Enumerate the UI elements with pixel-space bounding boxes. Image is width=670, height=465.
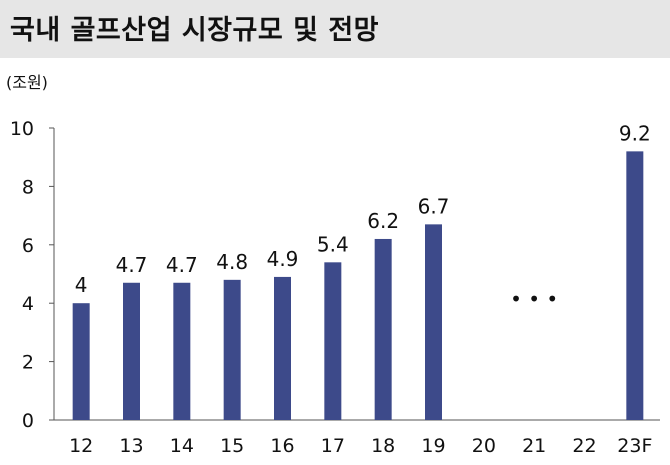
chart-title: 국내 골프산업 시장규모 및 전망 [10, 15, 380, 46]
bar-13 [123, 282, 140, 420]
x-tick-label: 16 [270, 435, 294, 457]
x-tick-label: 18 [371, 435, 395, 457]
bar-19 [425, 224, 442, 420]
x-ticks: 12 13 14 15 16 17 18 19 20 21 22 23F [69, 435, 652, 457]
x-tick-label: 12 [69, 435, 93, 457]
x-tick-label: 20 [472, 435, 496, 457]
gap-marker: • • • [510, 287, 558, 311]
data-labels: 4 4.7 4.7 4.8 4.9 5.4 6.2 6.7 9.2 [75, 121, 651, 297]
data-label-12: 4 [75, 273, 88, 297]
data-label-18: 6.2 [367, 209, 399, 233]
x-tick-label: 22 [572, 435, 596, 457]
title-bar: 국내 골프산업 시장규모 및 전망 [0, 0, 670, 58]
data-label-19: 6.7 [418, 194, 450, 218]
y-tick-label: 6 [22, 235, 34, 257]
data-label-23F: 9.2 [619, 121, 651, 145]
x-tick-label: 23F [617, 435, 652, 457]
y-tick-label: 2 [22, 352, 34, 374]
x-tick-label: 14 [170, 435, 194, 457]
y-tick-label: 0 [22, 410, 34, 432]
bar-15 [223, 279, 241, 420]
data-label-17: 5.4 [317, 232, 349, 256]
data-label-15: 4.8 [216, 250, 248, 274]
data-label-16: 4.9 [267, 247, 299, 271]
y-unit-label: (조원) [6, 73, 48, 92]
bars [72, 151, 644, 421]
x-tick-label: 21 [522, 435, 546, 457]
y-tick-label: 4 [22, 293, 34, 315]
data-label-13: 4.7 [116, 253, 148, 277]
bar-23F [626, 151, 644, 421]
data-label-14: 4.7 [166, 253, 198, 277]
bar-14 [173, 282, 191, 420]
bar-18 [374, 238, 392, 420]
bar-12 [72, 303, 90, 420]
x-tick-label: 13 [119, 435, 143, 457]
bar-17 [324, 262, 342, 420]
bar-16 [274, 276, 291, 420]
y-tick-label: 10 [10, 118, 34, 140]
x-tick-label: 15 [220, 435, 244, 457]
x-tick-label: 19 [421, 435, 445, 457]
x-tick-label: 17 [321, 435, 345, 457]
y-tick-label: 8 [22, 176, 34, 198]
y-ticks: 0 2 4 6 8 10 [10, 118, 54, 432]
